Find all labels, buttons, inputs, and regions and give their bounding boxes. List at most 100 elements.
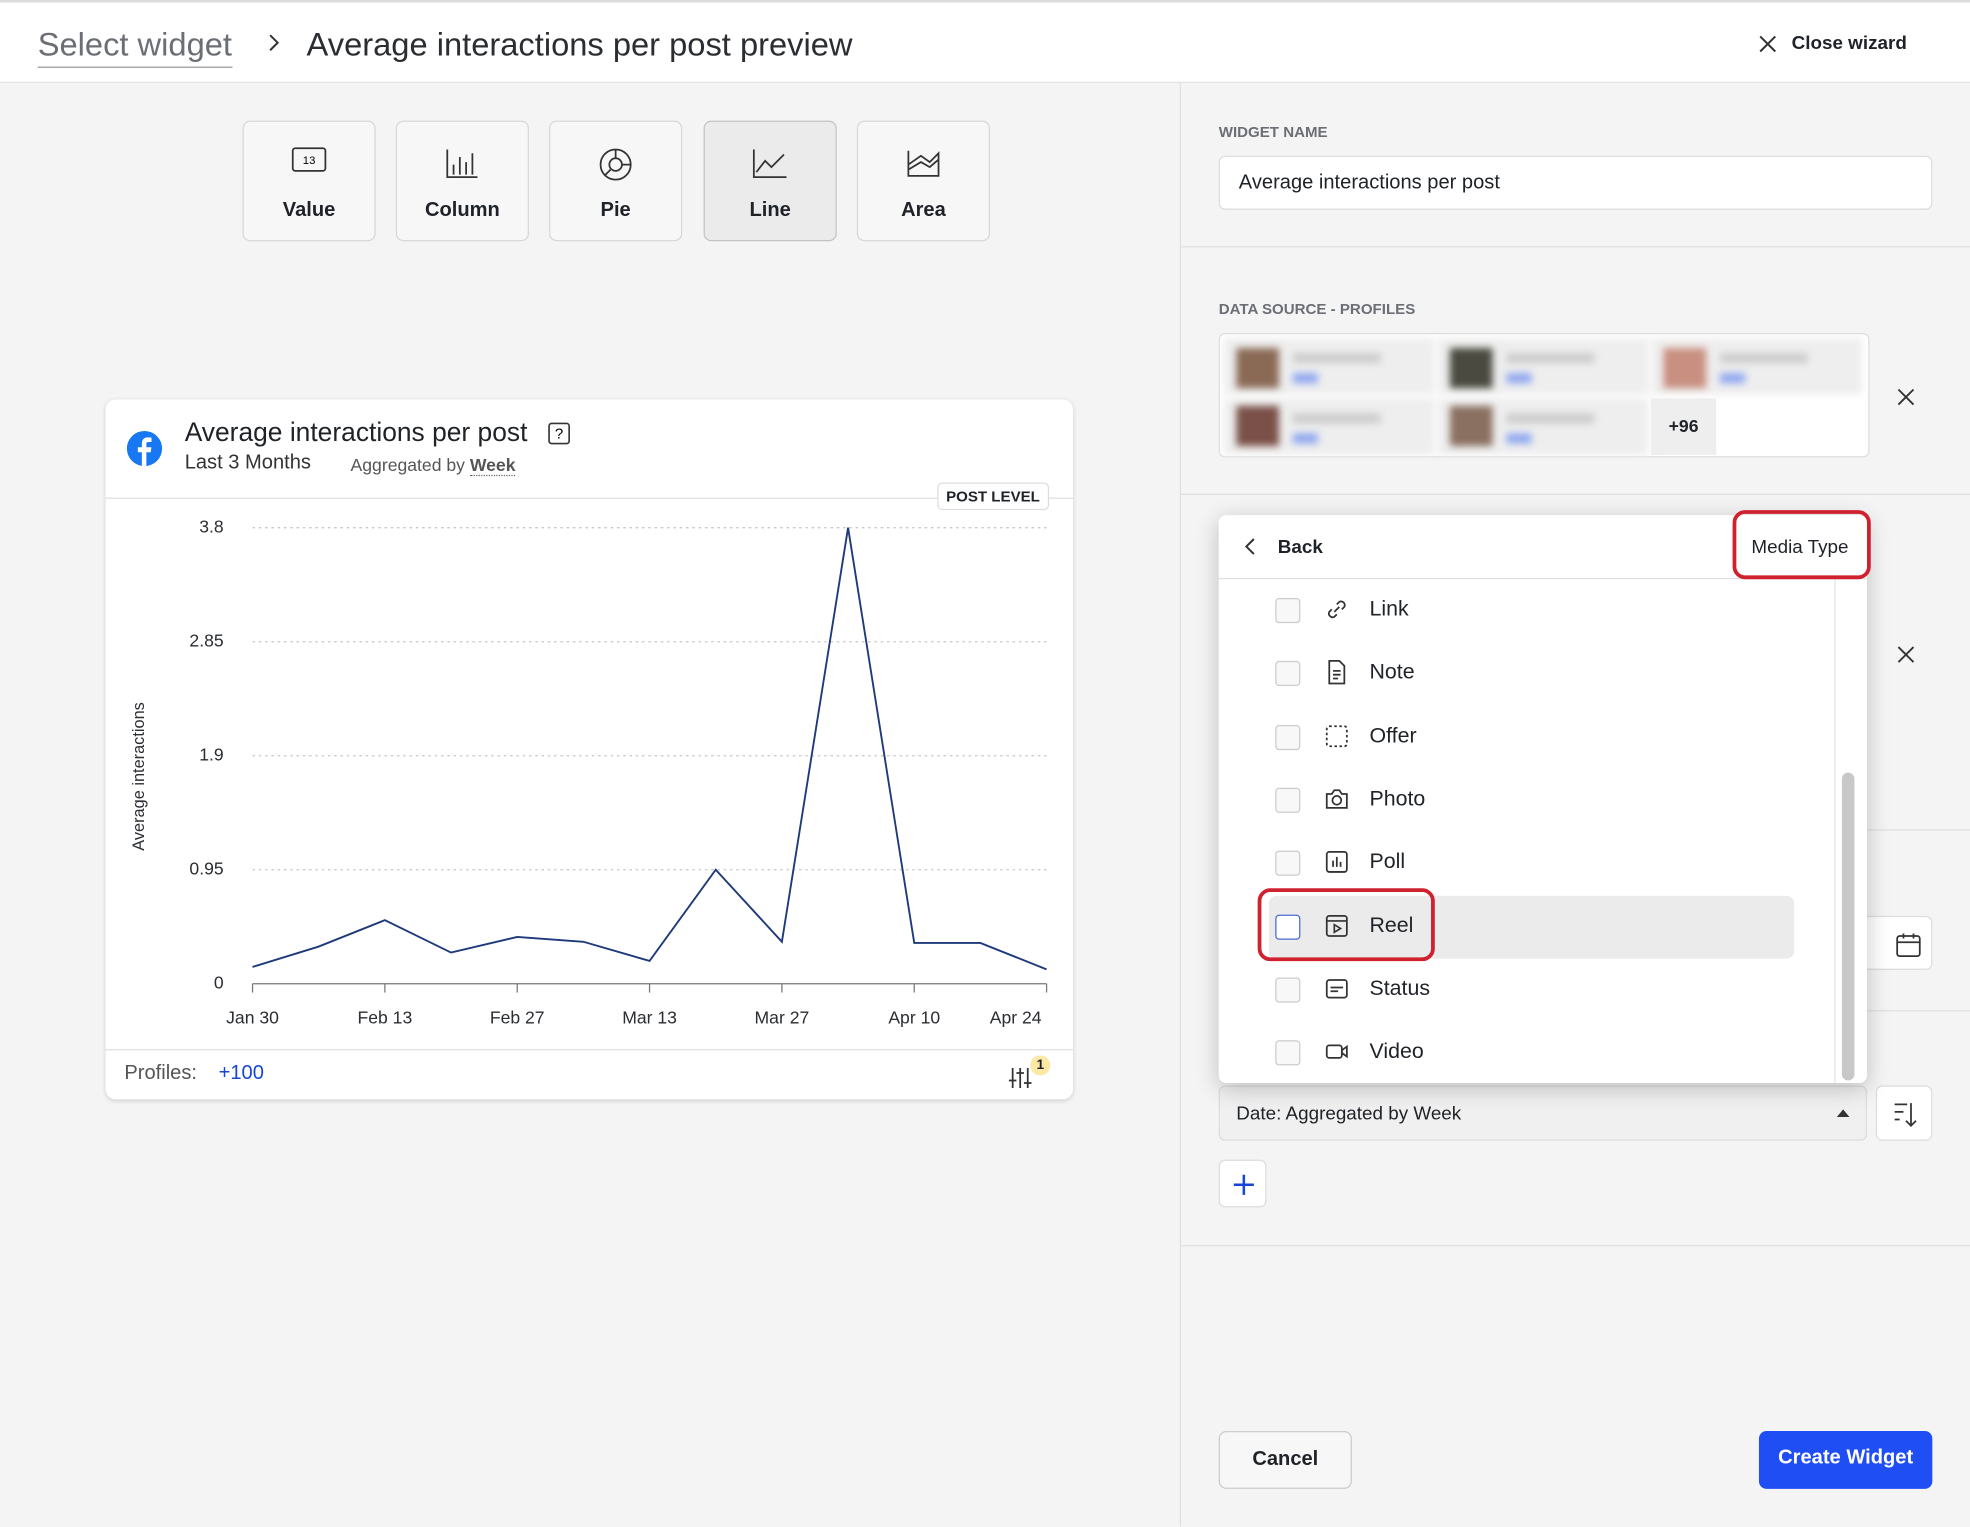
remove-icon[interactable] (1897, 646, 1915, 664)
widget-title: Average interactions per post (184, 418, 528, 448)
y-tick-label: 0 (214, 972, 224, 992)
highlight (1257, 888, 1435, 962)
more-profiles[interactable]: +96 (1650, 398, 1717, 455)
line-icon (752, 149, 787, 179)
type-column[interactable]: Column (395, 120, 529, 242)
chevron (269, 34, 280, 51)
divider (105, 1049, 1073, 1051)
option-icon (1325, 1044, 1348, 1059)
checkbox[interactable] (1275, 850, 1301, 876)
level-badge: POST LEVEL (937, 482, 1049, 511)
facebook-icon (126, 430, 163, 467)
option-icon (1328, 660, 1346, 685)
plus-icon (1233, 1174, 1254, 1195)
type-value[interactable]: 13 Value (242, 120, 376, 242)
highlight (1732, 510, 1871, 580)
option-icon (1325, 724, 1348, 747)
name-input[interactable]: Average interactions per post (1218, 155, 1933, 210)
type-area[interactable]: Area (856, 120, 991, 242)
sort-icon (1894, 1103, 1917, 1127)
help-icon[interactable]: ? (548, 422, 571, 445)
profiles-count[interactable]: +100 (218, 1062, 264, 1085)
option[interactable]: Offer (1219, 706, 1835, 769)
period: Last 3 Months (184, 452, 311, 474)
type-label: Column (424, 199, 500, 222)
data-line (252, 527, 1047, 971)
x-tick-label: Apr 24 (990, 1008, 1042, 1028)
sort-select[interactable]: Date: Aggregated by Week (1218, 1085, 1868, 1141)
type-pie[interactable]: Pie (549, 120, 683, 242)
y-tick-label: 2.85 (189, 630, 223, 650)
caret (1836, 1109, 1850, 1117)
checkbox[interactable] (1275, 914, 1301, 940)
back-button[interactable]: Back (1277, 536, 1323, 558)
option[interactable]: Video (1219, 1022, 1835, 1083)
sort-button[interactable] (1875, 1085, 1933, 1141)
option-icon (1325, 851, 1348, 874)
checkbox[interactable] (1275, 787, 1301, 813)
x-tick-label: Jan 30 (226, 1008, 279, 1028)
option-label: Poll (1369, 849, 1406, 874)
value-icon: 13 (291, 147, 327, 172)
x-tick-label: Feb 27 (490, 1008, 545, 1028)
divider (1181, 246, 1970, 248)
close-icon[interactable] (1759, 35, 1777, 53)
field-label: DATA SOURCE - PROFILES (1218, 300, 1416, 318)
type-label: Area (901, 199, 946, 222)
option[interactable]: Reel (1268, 895, 1795, 959)
area-icon (907, 150, 940, 177)
create-button[interactable]: Create Widget (1758, 1431, 1933, 1489)
profile-tile (1437, 337, 1649, 395)
scroll-track (1834, 577, 1836, 1084)
filter-icon[interactable] (1008, 1065, 1033, 1090)
option[interactable]: Poll (1219, 832, 1835, 895)
svg-text:?: ? (555, 426, 563, 443)
x-tick-label: Apr 10 (888, 1008, 940, 1028)
divider (1867, 1010, 1970, 1012)
option-label: Offer (1369, 723, 1417, 748)
field-label: WIDGET NAME (1218, 123, 1328, 141)
checkbox[interactable] (1275, 724, 1301, 750)
type-line[interactable]: Line (703, 120, 837, 242)
option-label: Link (1369, 596, 1409, 621)
date-input[interactable] (1859, 915, 1933, 970)
option[interactable]: Photo (1219, 769, 1835, 832)
filter-badge: 1 (1030, 1055, 1051, 1076)
profile-tile (1650, 337, 1862, 395)
checkbox[interactable] (1275, 598, 1301, 624)
aggregation: Aggregated by Week (350, 454, 516, 477)
cancel-button[interactable]: Cancel (1218, 1431, 1352, 1489)
breadcrumb[interactable]: Select widget (37, 25, 233, 68)
scrollbar[interactable] (1841, 772, 1855, 1081)
y-tick-label: 0.95 (189, 858, 223, 878)
close-wizard[interactable]: Close wizard (1791, 32, 1907, 55)
y-axis-title: Average interactions (130, 702, 148, 851)
profiles-box[interactable]: +96 (1218, 332, 1870, 458)
calendar-icon (1896, 933, 1921, 957)
option-icon (1325, 789, 1348, 809)
option-label: Reel (1369, 912, 1414, 937)
y-tick-label: 3.8 (199, 516, 224, 536)
back-icon[interactable] (1244, 536, 1257, 556)
profiles-label: Profiles: (124, 1062, 197, 1085)
remove-icon[interactable] (1897, 388, 1915, 406)
option-label: Status (1369, 975, 1431, 1000)
option-icon (1325, 914, 1348, 937)
column-icon (446, 149, 478, 179)
option[interactable]: Note (1219, 642, 1835, 705)
divider (1181, 493, 1970, 496)
option-label: Note (1369, 659, 1415, 684)
divider (1218, 577, 1868, 580)
checkbox[interactable] (1275, 977, 1301, 1003)
option[interactable]: Status (1219, 958, 1835, 1021)
option[interactable]: Link (1219, 579, 1835, 642)
add-button[interactable] (1218, 1159, 1267, 1208)
type-label: Value (282, 199, 336, 222)
aggregation-label: Aggregated by (350, 454, 465, 475)
checkbox[interactable] (1275, 1040, 1301, 1066)
checkbox[interactable] (1275, 661, 1301, 687)
option-icon (1328, 600, 1346, 619)
pie-icon (599, 148, 632, 181)
top-bar: Select widget Average interactions per p… (0, 0, 1970, 83)
aggregation-value: Week (469, 454, 516, 477)
